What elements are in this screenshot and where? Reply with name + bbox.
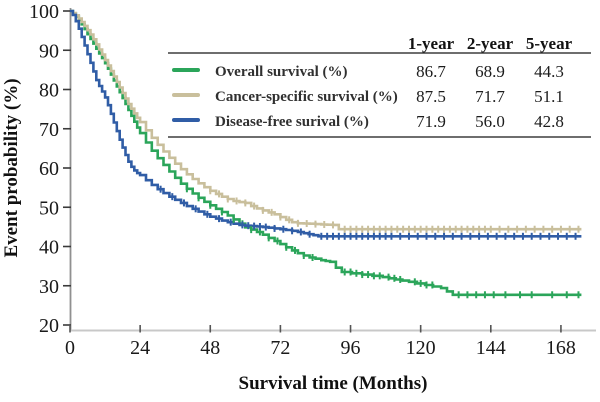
y-tick-label: 30 xyxy=(39,276,59,298)
y-tick-label: 90 xyxy=(39,40,59,62)
axes-layer: 100 90 80 70 60 50 40 30 20 0 24 48 72 96 120 144 168 xyxy=(29,1,596,359)
x-tick-label: 168 xyxy=(546,337,576,359)
x-axis-title: Survival time (Months) xyxy=(239,373,428,394)
legend-table: 1-year 2-year 5-year Overall survival (%… xyxy=(168,34,591,138)
x-tick-label: 0 xyxy=(65,337,75,359)
legend-col-header-1year: 1-year xyxy=(408,34,455,53)
survival-curve-cancer-specific-survival xyxy=(70,9,582,231)
censor-layer xyxy=(159,185,580,299)
legend-value-overall-1year: 86.7 xyxy=(416,62,446,81)
y-tick-label: 60 xyxy=(39,158,59,180)
x-tick-label: 72 xyxy=(270,337,290,359)
legend-label-cancer-specific-survival: Cancer-specific survival (%) xyxy=(215,89,398,105)
x-tick-label: 24 xyxy=(130,337,150,359)
legend-col-header-2year: 2-year xyxy=(467,34,514,53)
x-tick-label: 120 xyxy=(406,337,436,359)
legend-label-overall-survival: Overall survival (%) xyxy=(215,64,347,80)
legend-value-overall-5year: 44.3 xyxy=(534,62,564,81)
x-tick-label: 144 xyxy=(476,337,506,359)
legend-label-disease-free-survival: Disease-free surival (%) xyxy=(215,114,369,130)
y-axis-title: Event probability (%) xyxy=(1,78,22,257)
legend-value-cancer-specific-2year: 71.7 xyxy=(475,87,505,106)
y-tick-label: 50 xyxy=(39,197,59,219)
survival-curve-disease-free-surival xyxy=(70,9,582,238)
x-tick-label: 96 xyxy=(341,337,361,359)
y-tick-label: 20 xyxy=(39,315,59,337)
legend-value-cancer-specific-5year: 51.1 xyxy=(534,87,564,106)
y-tick-label: 70 xyxy=(39,119,59,141)
legend-value-disease-free-2year: 56.0 xyxy=(475,112,505,131)
legend-value-overall-2year: 68.9 xyxy=(475,62,505,81)
legend-value-disease-free-1year: 71.9 xyxy=(416,112,446,131)
y-tick-label: 100 xyxy=(29,1,59,23)
x-tick-label: 48 xyxy=(200,337,220,359)
legend-value-disease-free-5year: 42.8 xyxy=(534,112,564,131)
y-tick-label: 40 xyxy=(39,237,59,259)
legend-value-cancer-specific-1year: 87.5 xyxy=(416,87,446,106)
legend-col-header-5year: 5-year xyxy=(526,34,573,53)
y-tick-label: 80 xyxy=(39,80,59,102)
